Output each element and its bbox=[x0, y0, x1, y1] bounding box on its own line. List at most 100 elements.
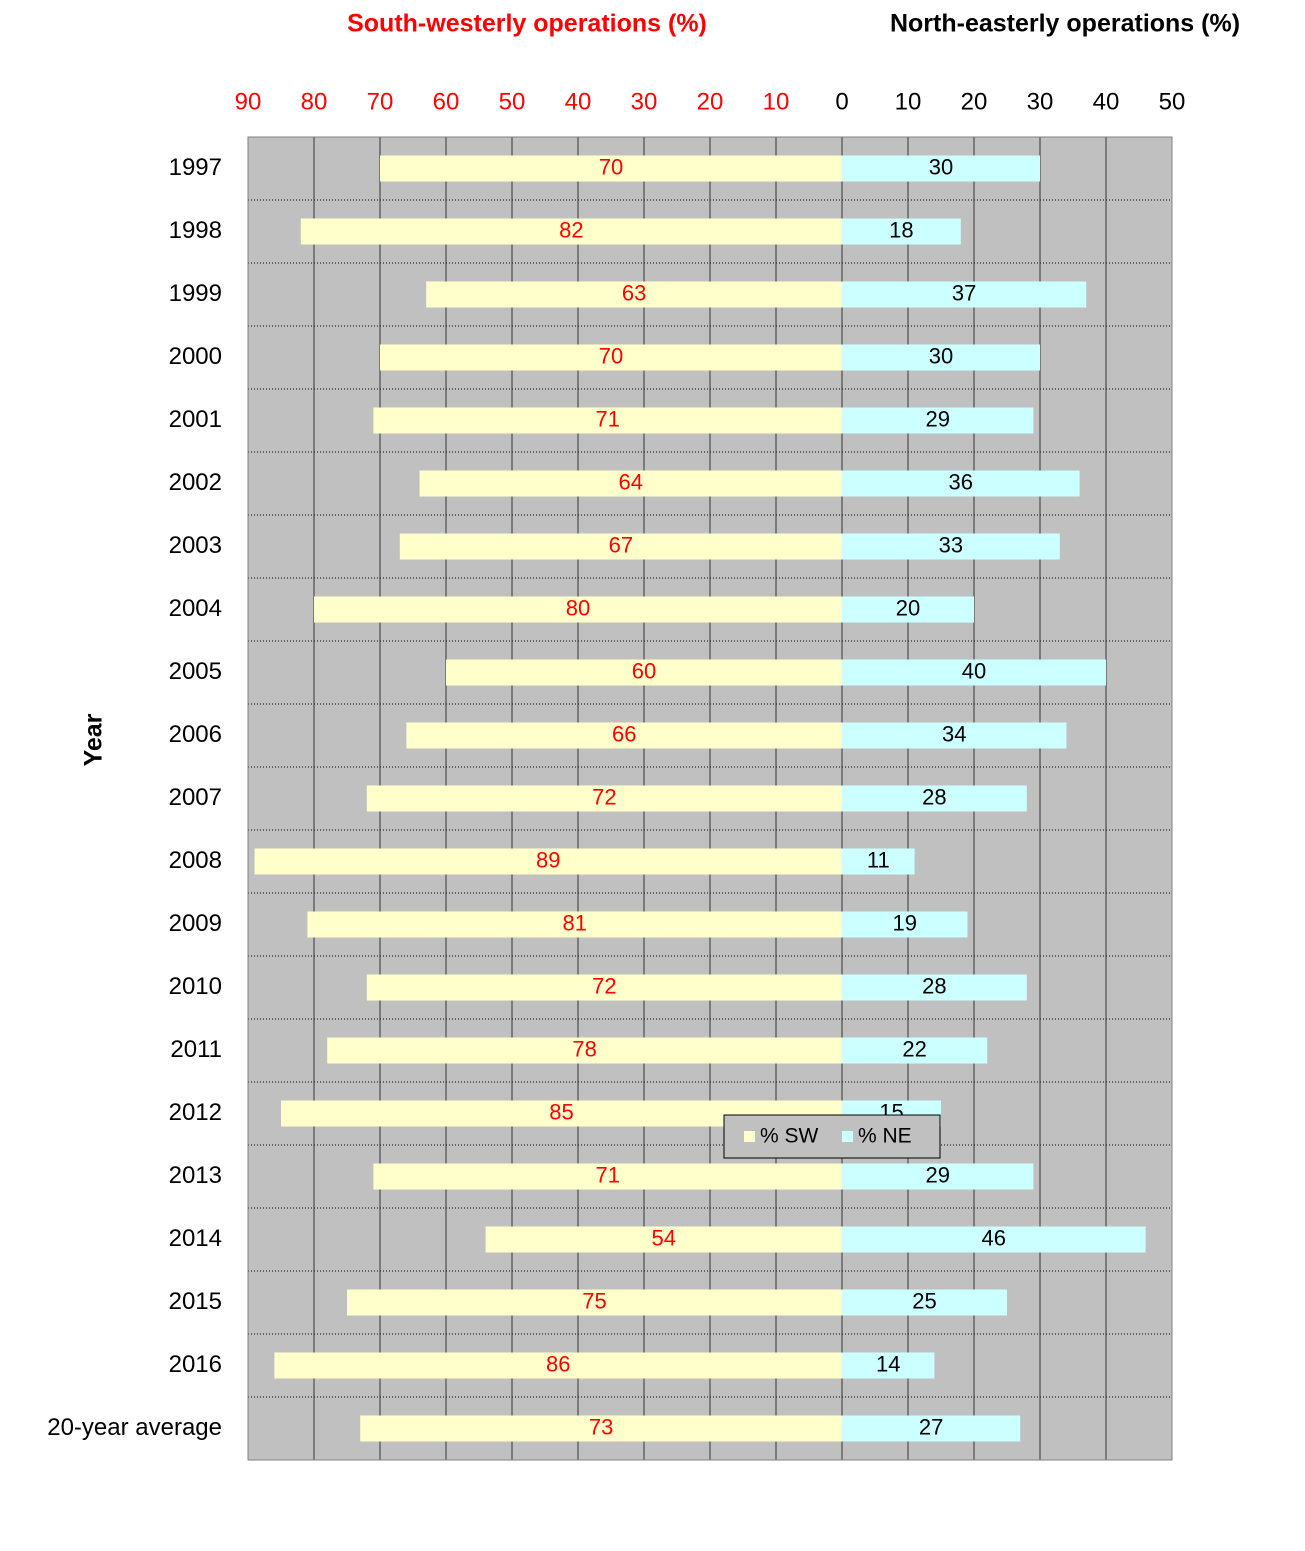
x-tick-label: 40 bbox=[565, 88, 592, 115]
x-tick-label: 20 bbox=[697, 88, 724, 115]
y-tick-label: 2010 bbox=[169, 973, 222, 1000]
bar bbox=[842, 1289, 1007, 1316]
data-label: 75 bbox=[582, 1288, 606, 1313]
bar bbox=[842, 218, 961, 245]
bar bbox=[842, 848, 915, 875]
bar bbox=[842, 1226, 1146, 1253]
bar bbox=[314, 596, 842, 623]
y-tick-label: 2001 bbox=[169, 406, 222, 433]
bar bbox=[842, 407, 1034, 434]
data-label: 11 bbox=[867, 847, 890, 872]
data-label: 25 bbox=[912, 1288, 936, 1313]
data-label: 54 bbox=[652, 1225, 676, 1250]
legend-swatch bbox=[842, 1131, 853, 1142]
y-tick-label: 2004 bbox=[169, 595, 222, 622]
bar bbox=[426, 281, 842, 308]
data-label: 37 bbox=[952, 280, 976, 305]
bar bbox=[842, 344, 1040, 371]
bar bbox=[842, 1415, 1021, 1442]
bar bbox=[485, 1226, 842, 1253]
y-tick-label: 2006 bbox=[169, 721, 222, 748]
y-tick-label: 2007 bbox=[169, 784, 222, 811]
data-label: 22 bbox=[902, 1036, 926, 1061]
data-label: 72 bbox=[592, 973, 616, 998]
data-label: 36 bbox=[949, 469, 973, 494]
data-label: 71 bbox=[595, 406, 619, 431]
y-tick-label: 2008 bbox=[169, 847, 222, 874]
bar bbox=[373, 407, 842, 434]
data-label: 30 bbox=[929, 154, 953, 179]
y-tick-label: 2012 bbox=[169, 1099, 222, 1126]
data-label: 70 bbox=[599, 154, 623, 179]
bar bbox=[254, 848, 843, 875]
bar bbox=[327, 1037, 842, 1064]
data-label: 89 bbox=[536, 847, 560, 872]
y-tick-label: 2015 bbox=[169, 1288, 222, 1315]
bar bbox=[274, 1352, 842, 1379]
data-label: 33 bbox=[939, 532, 963, 557]
data-label: 82 bbox=[559, 217, 583, 242]
data-label: 60 bbox=[632, 658, 656, 683]
bar bbox=[842, 1163, 1034, 1190]
bar bbox=[842, 911, 968, 938]
data-label: 14 bbox=[876, 1351, 900, 1376]
bar bbox=[300, 218, 842, 245]
x-tick-label: 40 bbox=[1093, 88, 1120, 115]
data-label: 29 bbox=[925, 1162, 949, 1187]
y-tick-label: 2003 bbox=[169, 532, 222, 559]
bar bbox=[373, 1163, 842, 1190]
y-tick-label: 2002 bbox=[169, 469, 222, 496]
data-label: 28 bbox=[922, 973, 946, 998]
data-label: 18 bbox=[889, 217, 913, 242]
y-tick-label: 2014 bbox=[169, 1225, 222, 1252]
bar bbox=[366, 785, 842, 812]
x-tick-label: 50 bbox=[499, 88, 526, 115]
right-title: North-easterly operations (%) bbox=[890, 10, 1240, 38]
y-tick-label: 2011 bbox=[170, 1036, 222, 1063]
legend-label: % SW bbox=[760, 1125, 819, 1148]
x-tick-label: 80 bbox=[301, 88, 328, 115]
bar bbox=[380, 344, 842, 371]
data-label: 81 bbox=[562, 910, 586, 935]
data-label: 71 bbox=[595, 1162, 619, 1187]
data-label: 66 bbox=[612, 721, 636, 746]
x-tick-label: 60 bbox=[433, 88, 460, 115]
bar bbox=[842, 155, 1040, 182]
y-tick-label: 20-year average bbox=[47, 1414, 222, 1441]
y-tick-label: 2000 bbox=[169, 343, 222, 370]
y-tick-label: 1998 bbox=[169, 217, 222, 244]
bar bbox=[842, 1037, 988, 1064]
bar bbox=[842, 470, 1080, 497]
y-tick-label: 1999 bbox=[169, 280, 222, 307]
data-label: 80 bbox=[566, 595, 590, 620]
data-label: 78 bbox=[572, 1036, 596, 1061]
bar bbox=[842, 722, 1067, 749]
legend-swatch bbox=[744, 1131, 755, 1142]
x-tick-label: 30 bbox=[631, 88, 658, 115]
legend-box bbox=[723, 1114, 941, 1159]
x-tick-label: 90 bbox=[235, 88, 262, 115]
plot-border bbox=[247, 136, 1173, 1461]
x-tick-label: 20 bbox=[961, 88, 988, 115]
data-label: 67 bbox=[609, 532, 633, 557]
left-title: South-westerly operations (%) bbox=[347, 10, 707, 38]
data-label: 28 bbox=[922, 784, 946, 809]
x-tick-label: 10 bbox=[895, 88, 922, 115]
bar bbox=[842, 596, 974, 623]
data-label: 64 bbox=[619, 469, 643, 494]
bar bbox=[842, 785, 1027, 812]
data-label: 63 bbox=[622, 280, 646, 305]
data-label: 30 bbox=[929, 343, 953, 368]
data-label: 40 bbox=[962, 658, 986, 683]
bar bbox=[842, 659, 1106, 686]
y-axis-label: Year bbox=[80, 713, 108, 766]
data-label: 85 bbox=[549, 1099, 573, 1124]
bar bbox=[347, 1289, 842, 1316]
data-label: 70 bbox=[599, 343, 623, 368]
bar bbox=[360, 1415, 842, 1442]
data-label: 72 bbox=[592, 784, 616, 809]
bar bbox=[307, 911, 842, 938]
data-label: 34 bbox=[942, 721, 966, 746]
x-tick-label: 10 bbox=[763, 88, 790, 115]
